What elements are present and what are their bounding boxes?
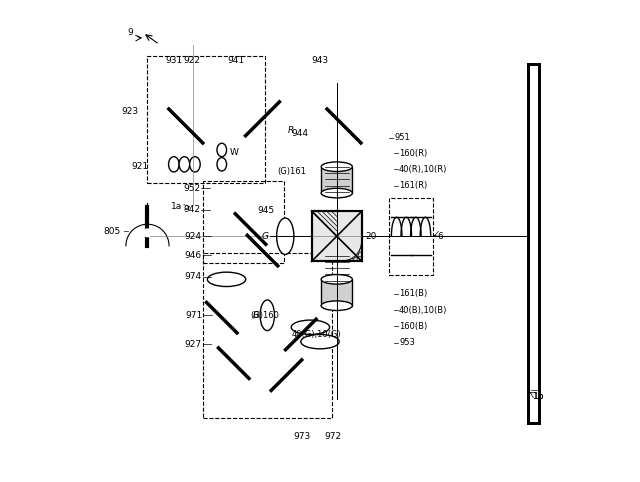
Bar bbox=[312, 211, 362, 261]
Text: 921: 921 bbox=[131, 162, 148, 171]
Text: 161(R): 161(R) bbox=[399, 181, 428, 190]
Bar bbox=[312, 211, 362, 261]
Ellipse shape bbox=[321, 188, 353, 198]
Text: 40(G),10(G): 40(G),10(G) bbox=[291, 330, 341, 339]
Ellipse shape bbox=[260, 300, 275, 331]
Text: 927: 927 bbox=[184, 339, 202, 348]
Ellipse shape bbox=[291, 320, 330, 335]
Text: 20: 20 bbox=[365, 232, 376, 241]
Text: 1b: 1b bbox=[533, 392, 545, 401]
Text: 40(R),10(R): 40(R),10(R) bbox=[399, 165, 447, 174]
Text: 952: 952 bbox=[183, 184, 200, 193]
Ellipse shape bbox=[321, 301, 353, 310]
Bar bbox=[147, 56, 265, 184]
Text: 951: 951 bbox=[394, 134, 410, 143]
Text: 161(B): 161(B) bbox=[399, 289, 428, 298]
Text: 6: 6 bbox=[437, 232, 443, 241]
Bar bbox=[203, 181, 284, 263]
Bar bbox=[529, 64, 539, 423]
Text: 942: 942 bbox=[183, 205, 200, 214]
Text: 971: 971 bbox=[186, 311, 203, 320]
Ellipse shape bbox=[276, 218, 294, 254]
Text: 945: 945 bbox=[258, 206, 275, 215]
Text: 1b: 1b bbox=[533, 392, 545, 401]
Text: 931: 931 bbox=[166, 56, 183, 65]
Ellipse shape bbox=[207, 272, 246, 286]
Text: 9: 9 bbox=[128, 28, 134, 37]
Bar bbox=[321, 167, 353, 193]
Ellipse shape bbox=[217, 158, 227, 171]
Text: 972: 972 bbox=[325, 432, 342, 441]
Text: G: G bbox=[261, 232, 268, 241]
Text: R: R bbox=[288, 126, 294, 135]
Ellipse shape bbox=[168, 157, 179, 172]
Bar bbox=[390, 198, 433, 275]
Text: 974: 974 bbox=[184, 272, 202, 281]
Bar bbox=[321, 280, 353, 306]
Text: 922: 922 bbox=[183, 56, 200, 65]
Circle shape bbox=[143, 229, 151, 237]
Ellipse shape bbox=[217, 143, 227, 157]
Text: 944: 944 bbox=[291, 129, 308, 138]
Text: 953: 953 bbox=[399, 338, 415, 347]
Text: (G)161: (G)161 bbox=[277, 167, 306, 176]
Ellipse shape bbox=[301, 335, 339, 349]
Text: B: B bbox=[253, 311, 259, 320]
Text: (G)160: (G)160 bbox=[250, 311, 280, 320]
Text: 941: 941 bbox=[228, 56, 244, 65]
Bar bbox=[203, 253, 332, 418]
Text: 1a: 1a bbox=[172, 202, 182, 211]
Ellipse shape bbox=[179, 157, 189, 172]
Text: 805: 805 bbox=[104, 227, 121, 236]
Text: 973: 973 bbox=[293, 432, 310, 441]
Text: W: W bbox=[229, 148, 238, 157]
Ellipse shape bbox=[321, 275, 353, 284]
Ellipse shape bbox=[321, 162, 353, 172]
Text: 943: 943 bbox=[312, 56, 328, 65]
Text: 40(B),10(B): 40(B),10(B) bbox=[399, 306, 447, 315]
Text: 946: 946 bbox=[184, 251, 202, 260]
Text: 924: 924 bbox=[184, 232, 202, 241]
Ellipse shape bbox=[189, 157, 200, 172]
Text: 160(B): 160(B) bbox=[399, 322, 428, 331]
Text: 923: 923 bbox=[122, 107, 139, 116]
Text: 160(R): 160(R) bbox=[399, 149, 428, 158]
